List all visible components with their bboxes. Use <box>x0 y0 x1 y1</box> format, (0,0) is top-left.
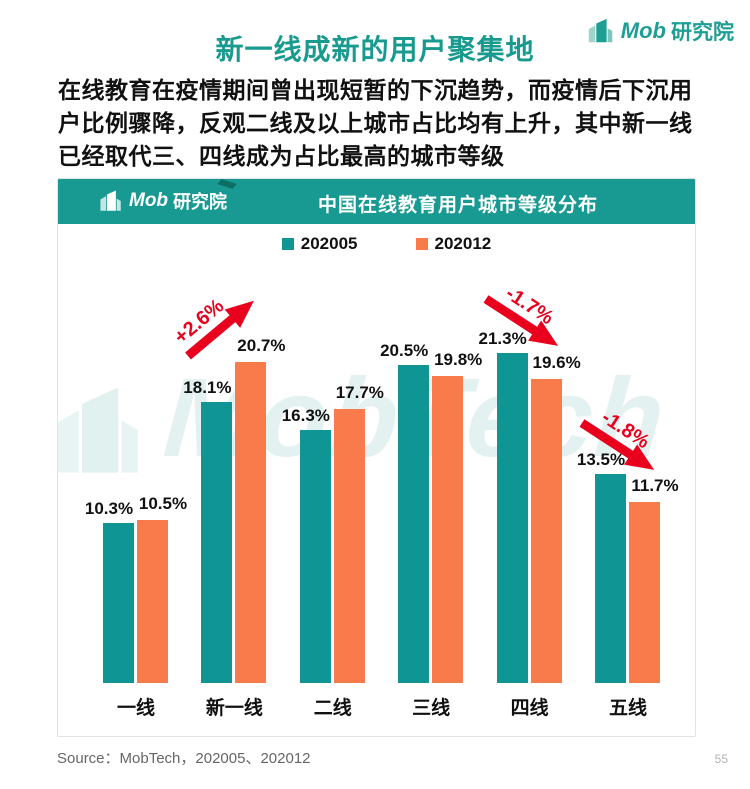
legend-item-202005: 202005 <box>281 234 358 254</box>
value-label-202005-新一线: 18.1% <box>183 378 232 398</box>
annotation-arrow-up: +2.6% <box>170 295 254 360</box>
value-label-202005-五线: 13.5% <box>576 449 626 469</box>
category-label-三线: 三线 <box>412 698 451 719</box>
category-label-二线: 二线 <box>313 698 352 719</box>
bar-202012-一线 <box>137 520 168 683</box>
mob-logo: Mob 研究院 <box>586 16 734 46</box>
chart-title: 中国在线教育用户城市等级分布 <box>318 195 599 216</box>
chart-header: Mob 研究院 中国在线教育用户城市等级分布 <box>58 179 695 224</box>
bar-202005-新一线 <box>201 402 233 683</box>
page-title: 新一线成新的用户聚集地 <box>215 34 535 65</box>
legend-label: 202012 <box>434 234 492 253</box>
building-icon <box>100 190 121 211</box>
bar-202005-三线 <box>398 365 430 683</box>
intro-paragraph: 在线教育在疫情期间曾出现短暂的下沉趋势，而疫情后下沉用户比例骤降，反观二线及以上… <box>58 77 693 169</box>
bar-202005-五线 <box>595 473 626 683</box>
bar-202012-四线 <box>530 379 562 683</box>
bar-202005-四线 <box>496 352 528 683</box>
logo-text-mob: Mob <box>620 18 666 43</box>
value-label-202012-新一线: 20.7% <box>237 336 286 356</box>
logo-text-suffix: 研究院 <box>671 21 734 44</box>
value-label-202012-四线: 19.6% <box>532 353 581 373</box>
annotation-arrow-down-tier4: -1.7% <box>483 282 559 346</box>
category-label-五线: 五线 <box>608 698 647 719</box>
value-label-202005-三线: 20.5% <box>380 341 429 361</box>
logo-text-mob: Mob <box>129 190 169 211</box>
bar-202012-五线 <box>629 501 660 683</box>
annotation-arrow-down-tier5: -1.8% <box>579 406 655 470</box>
value-label-202012-二线: 17.7% <box>335 382 384 402</box>
logo-text-suffix: 研究院 <box>173 179 237 214</box>
bar-202012-新一线 <box>235 362 267 683</box>
bar-202005-一线 <box>103 523 134 683</box>
legend-label: 202005 <box>300 234 358 253</box>
source-note: Source：MobTech，202005、202012 <box>57 750 311 767</box>
value-label-202005-二线: 16.3% <box>281 406 330 426</box>
legend-item-202012: 202012 <box>415 234 492 254</box>
value-label-202012-五线: 11.7% <box>631 475 679 495</box>
value-label-202005-一线: 10.3% <box>84 499 134 519</box>
bar-202005-二线 <box>299 430 331 683</box>
bar-202012-三线 <box>432 376 464 683</box>
bar-202012-二线 <box>333 408 365 683</box>
category-label-一线: 一线 <box>116 698 155 719</box>
plot-area: 10.3% 10.5% 一线 18.1% 20.7% 新一线 16.3% 17.7% 二线 20.… <box>58 179 695 736</box>
legend-swatch-teal <box>281 238 294 250</box>
value-label-202012-一线: 10.5% <box>138 494 188 514</box>
page-number: 55 <box>714 752 728 766</box>
category-label-新一线: 新一线 <box>205 698 263 719</box>
mob-logo-white: Mob 研究院 <box>98 179 237 215</box>
value-label-202005-四线: 21.3% <box>478 328 527 348</box>
svg-text:+2.6%: +2.6% <box>170 295 228 349</box>
category-label-四线: 四线 <box>510 698 549 719</box>
chart-legend: 202005 202012 <box>68 234 695 254</box>
legend-swatch-orange <box>415 238 428 250</box>
building-icon <box>588 18 613 43</box>
value-label-202012-三线: 19.8% <box>434 350 483 370</box>
